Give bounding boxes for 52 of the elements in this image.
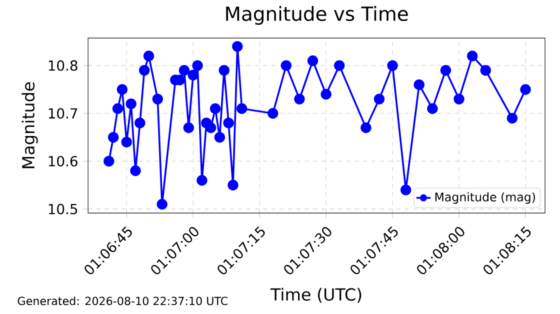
point [280, 60, 292, 71]
point [134, 118, 146, 128]
point [126, 98, 136, 110]
point [104, 156, 114, 167]
point [143, 50, 154, 62]
point [196, 174, 208, 186]
point [205, 122, 216, 134]
point [440, 64, 452, 76]
point [223, 118, 234, 128]
point [334, 60, 345, 71]
point [188, 70, 198, 80]
point [414, 79, 424, 90]
point [192, 60, 203, 71]
y-axis-title: Magnitude [22, 82, 38, 168]
point [218, 64, 230, 76]
point [108, 132, 119, 143]
point [152, 94, 163, 104]
point [156, 198, 168, 210]
chart-title: Magnitude vs Time [226, 6, 408, 25]
point [236, 103, 248, 114]
point [294, 94, 305, 104]
point [320, 88, 332, 100]
point [130, 165, 141, 176]
point [360, 122, 372, 134]
point [387, 60, 398, 71]
point [427, 103, 438, 114]
point [506, 112, 518, 124]
point [112, 103, 124, 114]
point [178, 64, 190, 76]
legend-label: Magnitude (mag) [435, 192, 535, 204]
x-axis-title: Time (UTC) [270, 288, 362, 303]
y-tick-label: 10.5 [48, 204, 78, 214]
point [228, 180, 238, 190]
point [466, 50, 478, 62]
point [232, 41, 243, 52]
point [400, 184, 412, 196]
y-tick-label: 10.7 [48, 108, 78, 119]
point [374, 94, 385, 104]
point [121, 136, 132, 148]
point [214, 132, 226, 143]
point [139, 64, 150, 76]
point [454, 94, 464, 104]
point [307, 55, 318, 66]
point [183, 122, 194, 134]
point [520, 84, 531, 95]
y-tick-label: 10.6 [48, 156, 78, 166]
point [268, 108, 278, 119]
text: Generated: 2026-08-10 22:37:10 UTC [18, 296, 228, 306]
point [116, 84, 128, 95]
y-tick-label: 10.8 [48, 60, 78, 71]
point [480, 64, 491, 76]
point [210, 103, 221, 114]
